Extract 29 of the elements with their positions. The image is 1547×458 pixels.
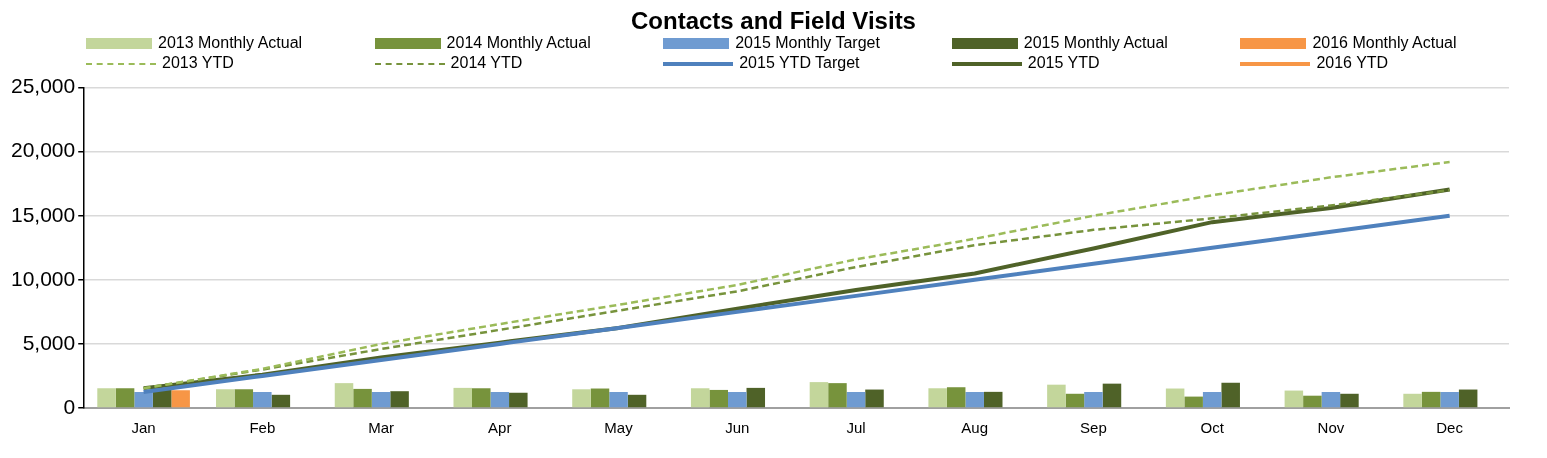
x-tick-label: Nov — [1317, 419, 1345, 437]
y-tick-label: 5,000 — [22, 330, 76, 354]
legend-label: 2014 YTD — [450, 54, 523, 71]
legend-label: 2013 Monthly Actual — [158, 34, 303, 51]
legend-label: 2015 YTD Target — [739, 54, 860, 71]
chart-title: Contacts and Field Visits — [630, 7, 917, 34]
y-tick-label: 25,000 — [11, 74, 76, 98]
y-tick-label: 10,000 — [11, 266, 76, 290]
x-tick-label: Mar — [368, 419, 394, 437]
legend-label: 2016 Monthly Actual — [1312, 34, 1457, 51]
x-tick-label: Sep — [1080, 419, 1107, 437]
y-tick-label: 20,000 — [11, 138, 76, 162]
x-tick-label: Jul — [846, 419, 866, 437]
x-tick-label: Jun — [725, 419, 750, 437]
y-tick-label: 0 — [63, 394, 76, 418]
x-tick-label: Apr — [488, 419, 512, 437]
legend-label: 2015 YTD — [1027, 54, 1100, 71]
x-tick-label: Oct — [1200, 419, 1225, 437]
legend-label: 2014 Monthly Actual — [446, 34, 591, 51]
legend-label: 2015 Monthly Actual — [1023, 34, 1168, 51]
x-tick-label: Dec — [1436, 419, 1464, 437]
x-tick-label: Feb — [249, 419, 276, 437]
x-tick-label: Aug — [961, 419, 989, 437]
x-tick-label: Jan — [131, 419, 156, 437]
legend-label: 2013 YTD — [162, 54, 234, 71]
y-tick-label: 15,000 — [11, 202, 76, 226]
legend-label: 2015 Monthly Target — [735, 34, 880, 51]
x-tick-label: May — [604, 419, 634, 437]
legend-label: 2016 YTD — [1316, 54, 1389, 71]
